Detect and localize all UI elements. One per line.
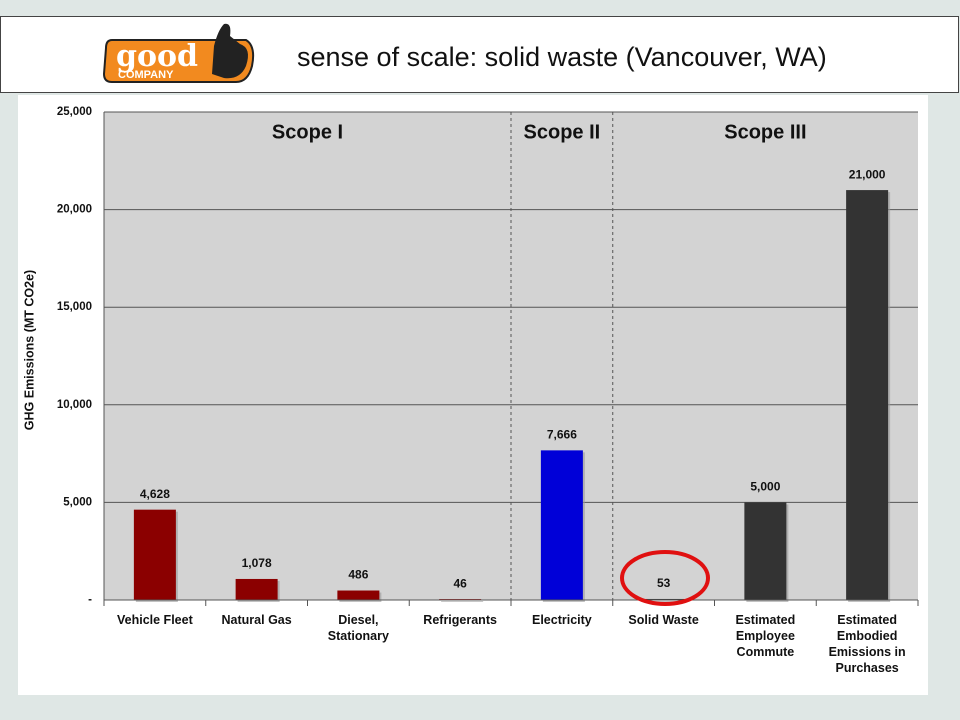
y-tick-label: 20,000: [57, 204, 92, 216]
bar: [337, 590, 380, 600]
x-tick-label: Estimated Employee Commute: [735, 613, 796, 659]
value-label: 4,628: [140, 487, 170, 501]
x-tick-label: Vehicle Fleet: [117, 613, 193, 627]
value-label: 1,078: [242, 556, 272, 570]
value-label: 5,000: [750, 480, 780, 494]
value-label: 46: [453, 576, 467, 590]
bar-shadow: [441, 601, 484, 602]
bar-shadow: [644, 600, 687, 602]
value-label: 53: [657, 576, 671, 590]
chart-title: sense of scale: solid waste (Vancouver, …: [297, 42, 827, 72]
bar: [846, 190, 889, 600]
logo-thumb: [212, 23, 248, 79]
bar: [642, 598, 685, 600]
y-tick-label: 25,000: [57, 106, 92, 118]
x-tick-label: Diesel, Stationary: [327, 613, 389, 643]
x-tick-label: Estimated Embodied Emissions in Purchase…: [828, 613, 906, 675]
bar: [744, 502, 787, 600]
scope-label: Scope II: [524, 121, 601, 143]
y-axis-title: GHG Emissions (MT CO2e): [22, 270, 36, 430]
y-tick-label: 15,000: [57, 301, 92, 313]
y-tick-label: 5,000: [63, 496, 92, 508]
y-tick-label: -: [88, 594, 92, 606]
value-label: 21,000: [849, 167, 886, 181]
x-tick-label: Electricity: [531, 613, 592, 627]
bar: [235, 578, 278, 600]
bar: [540, 450, 583, 600]
scope-label: Scope III: [724, 121, 806, 143]
logo-sub: COMPANY: [118, 69, 174, 81]
value-label: 486: [348, 568, 368, 582]
highlight-circle: [620, 550, 710, 606]
logo-word: good: [116, 39, 198, 74]
x-tick-label: Natural Gas: [221, 613, 292, 627]
bar: [133, 509, 176, 600]
scope-label: Scope I: [272, 121, 343, 143]
value-label: 7,666: [547, 428, 577, 442]
x-tick-label: Solid Waste: [628, 613, 699, 627]
logo: good COMPANY: [102, 23, 255, 83]
x-tick-label: Refrigerants: [423, 613, 497, 627]
y-tick-label: 10,000: [57, 399, 92, 411]
